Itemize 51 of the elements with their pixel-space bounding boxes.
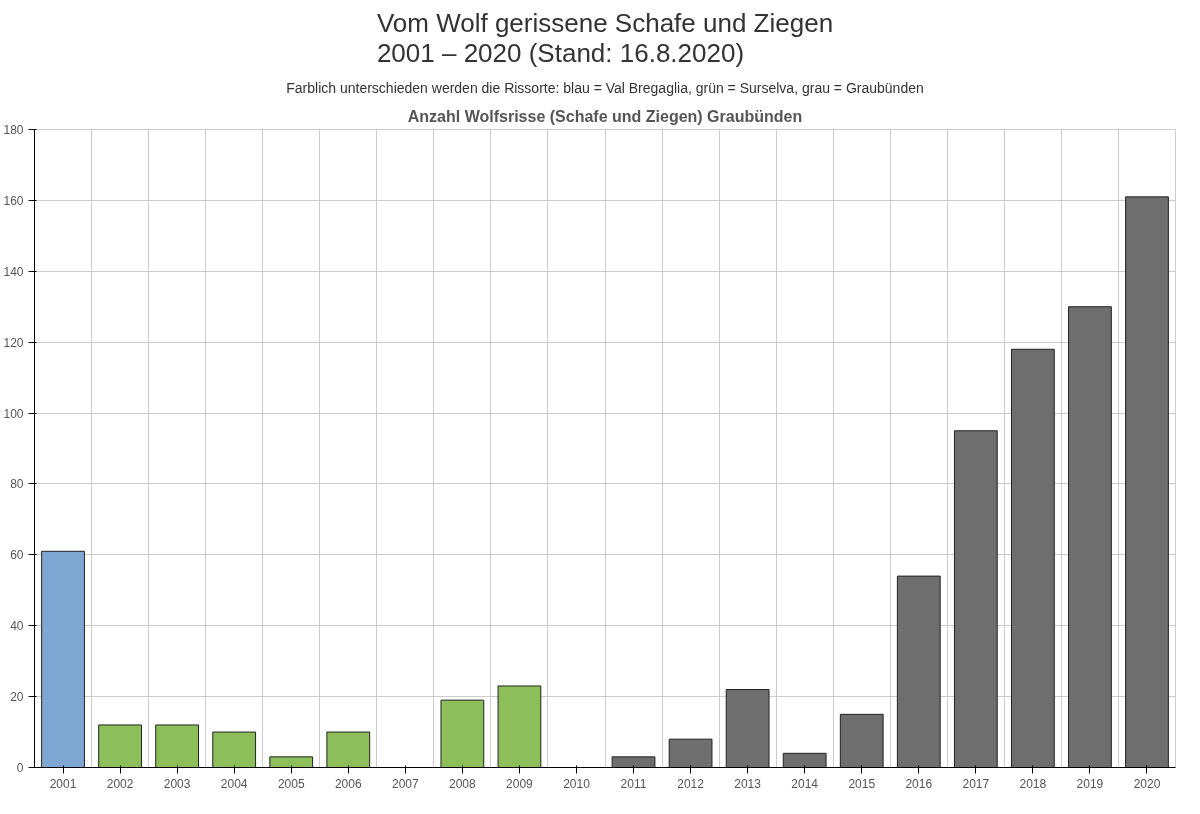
- x-tick-label: 2019: [1076, 776, 1104, 791]
- y-tick-label: 140: [3, 264, 24, 279]
- x-tick-label: 2012: [677, 776, 705, 791]
- bar: [440, 699, 485, 768]
- y-tick-label: 120: [3, 335, 24, 350]
- x-tick-label: 2018: [1019, 776, 1047, 791]
- x-tick-label: 2010: [563, 776, 591, 791]
- x-tick-label: 2008: [449, 776, 477, 791]
- y-tick-label: 20: [10, 690, 24, 705]
- bar: [953, 430, 998, 768]
- y-tick-label: 180: [3, 123, 24, 137]
- x-tick-label: 2017: [962, 776, 990, 791]
- x-tick-label: 2003: [163, 776, 191, 791]
- y-tick-label: 60: [10, 548, 24, 563]
- x-tick-label: 2014: [791, 776, 819, 791]
- x-tick-label: 2007: [391, 776, 419, 791]
- x-tick-label: 2005: [277, 776, 305, 791]
- bar: [611, 756, 656, 768]
- bar: [41, 550, 85, 768]
- bar: [782, 752, 827, 768]
- bar: [668, 738, 713, 768]
- x-tick-label: 2002: [106, 776, 134, 791]
- bar: [839, 713, 884, 768]
- bar: [212, 731, 257, 768]
- bar: [326, 731, 371, 768]
- bar: [269, 756, 314, 768]
- bar: [896, 575, 941, 768]
- x-tick-label: 2004: [220, 776, 248, 791]
- chart-title: Vom Wolf gerissene Schafe und Ziegen 2001 – 2020 (Stand: 16.8.2020): [376, 7, 834, 68]
- y-tick-label: 40: [10, 619, 24, 634]
- x-tick-label: 2020: [1133, 776, 1161, 791]
- bar: [725, 689, 770, 768]
- text: Anzahl Wolfsrisse (Schafe und Ziegen) Graubünden: [407, 107, 803, 125]
- y-tick-label: 100: [3, 406, 24, 421]
- chart-subtitle: Farblich unterschieden werden die Rissorte: blau = Val Bregaglia, grün = Surselva, grau = Graubünden: [286, 79, 924, 96]
- y-tick-label: 0: [16, 761, 24, 775]
- y-tick-label: 80: [10, 477, 24, 492]
- bar: [98, 724, 142, 768]
- bar: [1125, 196, 1169, 768]
- x-tick-label: 2013: [734, 776, 762, 791]
- bar: [1010, 348, 1055, 768]
- bar: [1068, 306, 1112, 768]
- x-tick-label: 2001: [49, 776, 77, 791]
- x-tick-label: 2015: [848, 776, 876, 791]
- x-tick-label: 2006: [334, 776, 362, 791]
- bar: [497, 685, 542, 768]
- y-tick-label: 160: [3, 193, 24, 208]
- x-tick-label: 2011: [620, 776, 647, 791]
- bar: [155, 724, 200, 768]
- x-tick-label: 2009: [506, 776, 534, 791]
- x-tick-label: 2016: [905, 776, 933, 791]
